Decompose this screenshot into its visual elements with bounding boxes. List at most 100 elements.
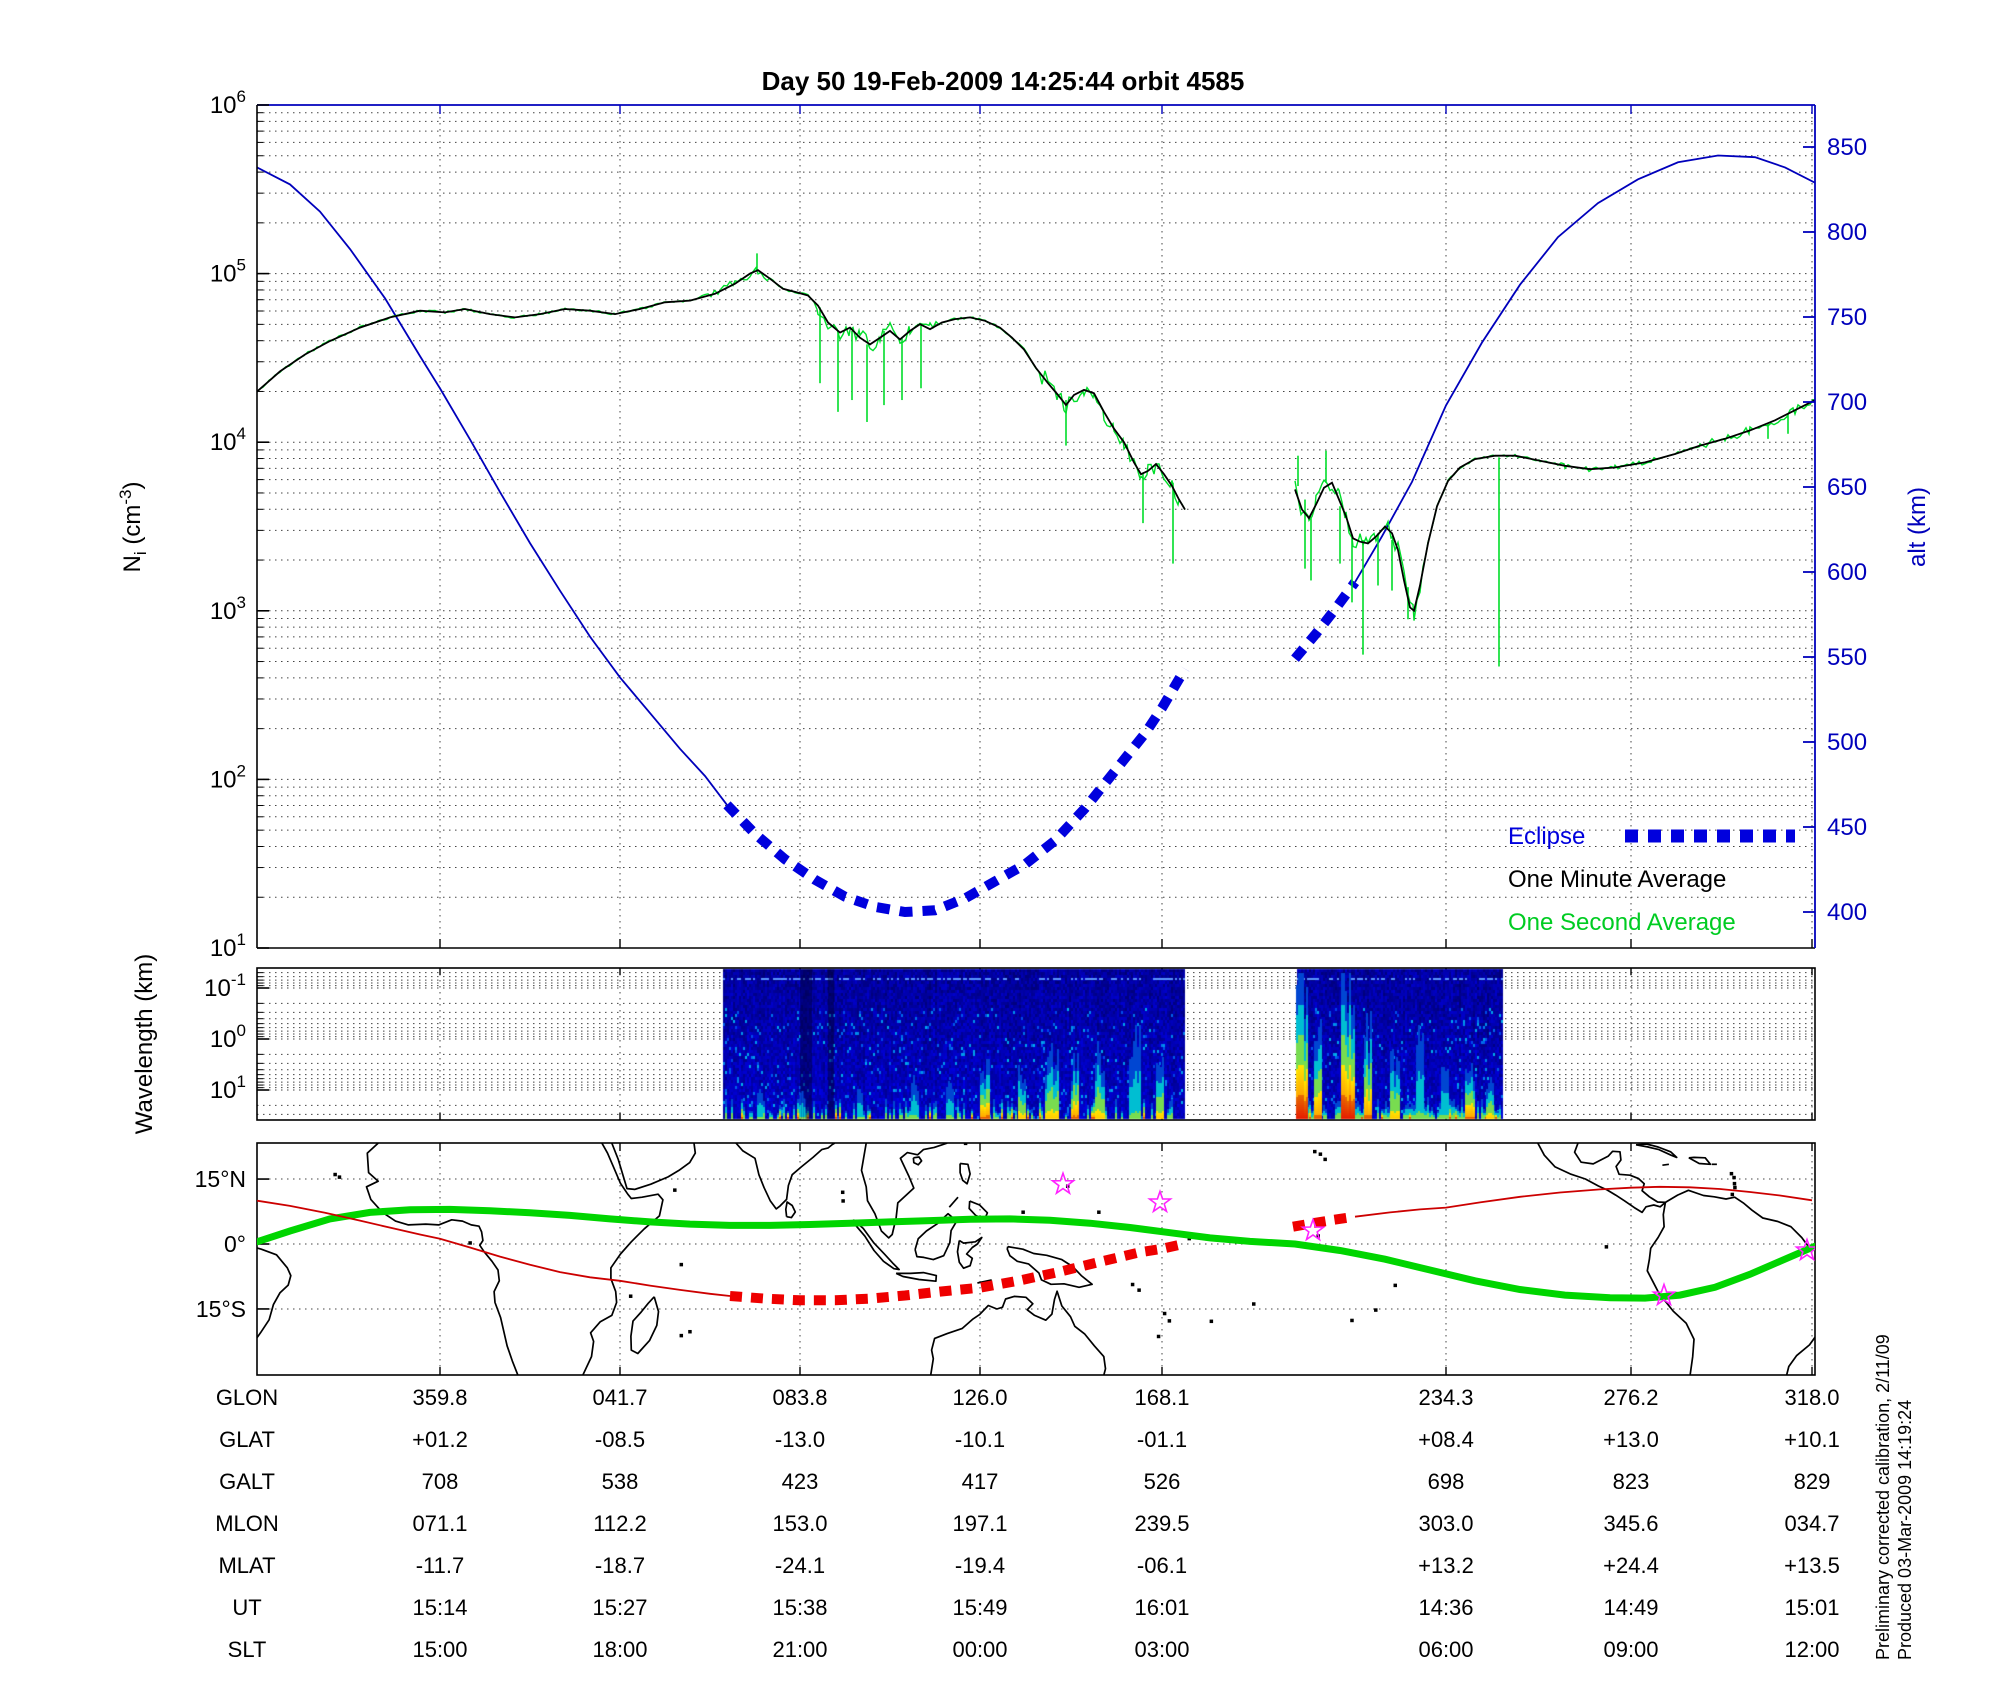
alt-axis-tick-label: 600 (1827, 559, 1867, 586)
table-cell-GLAT-0: +01.2 (412, 1427, 468, 1452)
footer-produced-note: Produced 03-Mar-2009 14:19:24 (1895, 1400, 1915, 1660)
island-dot (688, 1329, 692, 1334)
table-cell-GLON-4: 168.1 (1134, 1385, 1189, 1410)
wavelength-axis-label: Wavelength (km) (131, 954, 158, 1135)
wavelength-axis-tick-label: 10-1 (204, 970, 246, 1002)
table-cell-GLAT-6: +13.0 (1603, 1427, 1659, 1452)
alt-axis-tick-label: 500 (1827, 729, 1867, 756)
table-row-label-UT: UT (232, 1595, 261, 1620)
table-row-label-GLAT: GLAT (219, 1427, 275, 1452)
station-star-marker (1147, 1188, 1173, 1214)
coastline (735, 1143, 836, 1210)
table-cell-GLAT-3: -10.1 (955, 1427, 1005, 1452)
table-cell-UT-4: 16:01 (1134, 1595, 1189, 1620)
table-cell-SLT-1: 18:00 (592, 1637, 647, 1662)
footer-calibration-note: Preliminary corrected calibration, 2/11/… (1873, 1334, 1893, 1660)
map-lat-tick-label: 15°S (196, 1296, 246, 1322)
coastline (948, 1196, 959, 1208)
table-row-label-MLON: MLON (215, 1511, 279, 1536)
table-cell-UT-3: 15:49 (952, 1595, 1007, 1620)
island-dot (1393, 1283, 1398, 1288)
alt-axis-tick-label: 700 (1827, 389, 1867, 416)
table-cell-SLT-4: 03:00 (1134, 1637, 1189, 1662)
alt-axis-tick-label: 750 (1827, 304, 1867, 331)
island-dot (1374, 1308, 1378, 1312)
table-cell-UT-1: 15:27 (592, 1595, 647, 1620)
table-cell-UT-5: 14:36 (1418, 1595, 1473, 1620)
island-dot (337, 1175, 342, 1179)
island-dot (1252, 1302, 1256, 1306)
coastline (895, 1271, 938, 1283)
tick-labels-layer: 106 105 104 103 102 101 850 800 750 700 650 600 550 5… (116, 87, 1867, 1322)
ni-one-second-curve-seg1 (257, 266, 1186, 510)
coastline (929, 1290, 1107, 1375)
island-dot (679, 1262, 684, 1267)
ni-axis-tick-label: 104 (210, 424, 246, 456)
legend-label-one-minute: One Minute Average (1508, 866, 1726, 893)
island-dot (333, 1172, 337, 1177)
table-cell-GALT-5: 698 (1428, 1469, 1465, 1494)
table-cell-GLAT-7: +10.1 (1784, 1427, 1840, 1452)
table-cell-GALT-1: 538 (602, 1469, 639, 1494)
island-dot (1313, 1149, 1317, 1154)
table-cell-MLAT-2: -24.1 (775, 1553, 825, 1578)
island-dot (468, 1241, 472, 1245)
table-cell-GALT-6: 823 (1613, 1469, 1650, 1494)
island-dot (1732, 1175, 1736, 1180)
island-dot (1130, 1282, 1135, 1287)
coastline (611, 1143, 697, 1191)
ground-track-eclipse-dashes-2 (1292, 1211, 1356, 1232)
island-dot (1730, 1192, 1735, 1197)
altitude-eclipse-dashes-1 (723, 666, 1190, 918)
coastline (1635, 1143, 1678, 1159)
table-cell-SLT-5: 06:00 (1418, 1637, 1473, 1662)
panel-frames-layer (256, 104, 1816, 1376)
table-cell-SLT-2: 21:00 (772, 1637, 827, 1662)
table-cell-MLAT-7: +13.5 (1784, 1553, 1840, 1578)
table-cell-GALT-2: 423 (782, 1469, 819, 1494)
table-cell-GLAT-1: -08.5 (595, 1427, 645, 1452)
island-dot (679, 1333, 684, 1338)
island-dot (1137, 1288, 1141, 1292)
ground-track-solid-2 (1354, 1185, 1813, 1218)
gridlines-layer (257, 104, 1815, 1375)
coastline (852, 1219, 900, 1271)
coastline (365, 1143, 519, 1375)
table-cell-GLAT-2: -13.0 (775, 1427, 825, 1452)
island-dot (628, 1294, 633, 1298)
coastline (959, 1162, 971, 1185)
table-cell-GLAT-4: -01.1 (1137, 1427, 1187, 1452)
table-cell-GALT-7: 829 (1794, 1469, 1831, 1494)
wavelength-panel-frame (256, 967, 1816, 1121)
table-cell-GALT-0: 708 (422, 1469, 459, 1494)
table-cell-MLON-4: 239.5 (1134, 1511, 1189, 1536)
table-cell-GLON-2: 083.8 (772, 1385, 827, 1410)
map-layer (257, 1143, 1815, 1375)
map-lat-tick-label: 0° (224, 1231, 246, 1257)
ni-axis-tick-label: 105 (210, 256, 246, 288)
ni-axis-label: Ni (cm-3) (116, 482, 150, 573)
table-cell-SLT-6: 09:00 (1603, 1637, 1658, 1662)
alt-axis-tick-label: 550 (1827, 644, 1867, 671)
ni-axis-tick-label: 103 (210, 593, 246, 625)
table-cell-MLON-3: 197.1 (952, 1511, 1007, 1536)
altitude-eclipse-dashes-2 (1291, 579, 1360, 662)
table-cell-MLAT-5: +13.2 (1418, 1553, 1474, 1578)
coastline (912, 1156, 923, 1166)
island-dot (1733, 1185, 1737, 1190)
alt-axis-tick-label: 800 (1827, 219, 1867, 246)
table-row-label-MLAT: MLAT (218, 1553, 275, 1578)
alt-axis-tick-label: 850 (1827, 134, 1867, 161)
table-row-label-GLON: GLON (216, 1385, 278, 1410)
figure-title: Day 50 19-Feb-2009 14:25:44 orbit 4585 (762, 66, 1245, 96)
island-dot (1729, 1171, 1734, 1176)
island-dot (1097, 1210, 1101, 1214)
island-dot (840, 1190, 845, 1195)
table-cell-SLT-0: 15:00 (412, 1637, 467, 1662)
table-cell-MLAT-3: -19.4 (955, 1553, 1005, 1578)
table-cell-MLON-6: 345.6 (1603, 1511, 1658, 1536)
table-cell-MLON-5: 303.0 (1418, 1511, 1473, 1536)
table-cell-GLON-3: 126.0 (952, 1385, 1007, 1410)
table-cell-MLAT-1: -18.7 (595, 1553, 645, 1578)
